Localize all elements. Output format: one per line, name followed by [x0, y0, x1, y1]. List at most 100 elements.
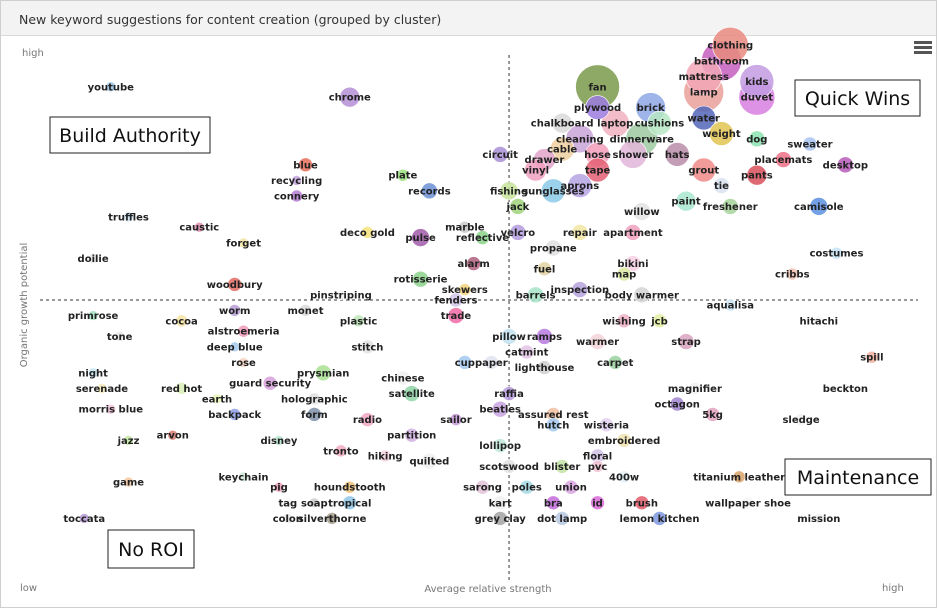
bubble-point[interactable] — [404, 427, 420, 443]
bubble-point[interactable] — [335, 289, 347, 301]
bubble-point[interactable] — [527, 286, 544, 304]
bubble-point[interactable] — [238, 237, 249, 249]
bubble-point[interactable] — [794, 413, 808, 426]
bubble-point[interactable] — [339, 86, 361, 108]
bubble-point[interactable] — [228, 304, 241, 317]
bubble-point[interactable] — [585, 95, 610, 120]
bubble-point[interactable] — [590, 495, 605, 511]
bubble-point[interactable] — [309, 497, 320, 509]
bubble-point[interactable] — [739, 64, 775, 99]
bubble-point[interactable] — [307, 407, 322, 422]
bubble-point[interactable] — [802, 136, 818, 152]
bubble-point[interactable] — [585, 157, 610, 183]
bubble-point[interactable] — [632, 202, 652, 221]
bubble-point[interactable] — [599, 417, 614, 433]
bubble-point[interactable] — [509, 198, 527, 215]
bubble-point[interactable] — [537, 261, 552, 277]
bubble-point[interactable] — [741, 496, 755, 510]
bubble-point[interactable] — [298, 157, 313, 173]
bubble-point[interactable] — [492, 495, 508, 511]
bubble-point[interactable] — [677, 333, 695, 350]
bubble-point[interactable] — [652, 313, 667, 329]
bubble-point[interactable] — [721, 198, 739, 215]
bubble-point[interactable] — [105, 403, 117, 415]
bubble-point[interactable] — [395, 370, 411, 386]
bubble-point[interactable] — [732, 470, 746, 484]
bubble-point[interactable] — [123, 211, 134, 223]
bubble-point[interactable] — [466, 256, 481, 271]
bubble-point[interactable] — [87, 253, 99, 264]
bubble-point[interactable] — [746, 164, 768, 186]
bubble-point[interactable] — [411, 228, 430, 247]
bubble-point[interactable] — [589, 333, 606, 350]
bubble-point[interactable] — [691, 157, 717, 183]
bubble-point[interactable] — [647, 110, 672, 136]
bubble-point[interactable] — [360, 412, 375, 427]
bubble-point[interactable] — [865, 350, 879, 364]
bubble-point[interactable] — [492, 511, 508, 526]
bubble-point[interactable] — [448, 292, 464, 308]
hamburger-icon[interactable] — [912, 39, 934, 57]
bubble-point[interactable] — [475, 479, 490, 495]
bubble-point[interactable] — [273, 435, 285, 446]
bubble-point[interactable] — [352, 314, 365, 328]
bubble-point[interactable] — [308, 392, 321, 406]
bubble-point[interactable] — [524, 158, 547, 182]
bubble-point[interactable] — [785, 267, 799, 281]
bubble-point[interactable] — [175, 382, 188, 395]
bubble-point[interactable] — [723, 298, 737, 312]
bubble-point[interactable] — [551, 112, 573, 134]
bubble-point[interactable] — [447, 307, 465, 324]
bubble-point[interactable] — [421, 182, 438, 200]
bubble-point[interactable] — [114, 331, 125, 342]
bubble-point[interactable] — [685, 58, 723, 95]
bubble-point[interactable] — [194, 221, 205, 233]
bubble-point[interactable] — [591, 460, 604, 473]
bubble-point[interactable] — [273, 481, 285, 493]
bubble-point[interactable] — [748, 130, 766, 148]
bubble-point[interactable] — [449, 413, 463, 426]
bubble-point[interactable] — [412, 270, 429, 288]
bubble-point[interactable] — [325, 512, 339, 525]
bubble-point[interactable] — [211, 393, 223, 405]
bubble-point[interactable] — [360, 339, 375, 355]
bubble-point[interactable] — [616, 433, 632, 448]
bubble-point[interactable] — [87, 367, 99, 379]
bubble-point[interactable] — [633, 286, 651, 304]
bubble-point[interactable] — [78, 513, 90, 524]
bubble-point[interactable] — [501, 386, 517, 401]
bubble-point[interactable] — [229, 341, 240, 353]
bubble-point[interactable] — [688, 382, 702, 395]
bubble-point[interactable] — [228, 408, 241, 421]
bubble-point[interactable] — [361, 226, 374, 239]
bubble-point[interactable] — [342, 495, 358, 511]
bubble-point[interactable] — [175, 314, 188, 328]
bubble-point[interactable] — [484, 355, 499, 370]
bubble-point[interactable] — [500, 328, 518, 345]
bubble-point[interactable] — [571, 224, 589, 241]
bubble-point[interactable] — [457, 355, 473, 370]
bubble-point[interactable] — [403, 385, 421, 402]
bubble-point[interactable] — [554, 511, 570, 526]
bubble-point[interactable] — [238, 471, 249, 483]
bubble-point[interactable] — [837, 156, 854, 174]
bubble-point[interactable] — [291, 175, 302, 186]
bubble-point[interactable] — [545, 495, 561, 511]
bubble-point[interactable] — [491, 146, 509, 163]
bubble-point[interactable] — [458, 220, 472, 234]
bubble-point[interactable] — [537, 360, 552, 375]
bubble-point[interactable] — [458, 283, 472, 296]
bubble-point[interactable] — [617, 470, 631, 484]
bubble-point[interactable] — [830, 246, 843, 260]
bubble-point[interactable] — [87, 310, 99, 321]
bubble-point[interactable] — [675, 190, 697, 212]
bubble-point[interactable] — [705, 407, 720, 422]
bubble-point[interactable] — [549, 136, 575, 162]
bubble-point[interactable] — [491, 400, 509, 418]
bubble-point[interactable] — [123, 476, 134, 488]
bubble-point[interactable] — [840, 383, 851, 394]
bubble-point[interactable] — [709, 121, 734, 146]
bubble-point[interactable] — [499, 181, 519, 201]
bubble-point[interactable] — [475, 230, 490, 245]
bubble-point[interactable] — [519, 344, 535, 360]
